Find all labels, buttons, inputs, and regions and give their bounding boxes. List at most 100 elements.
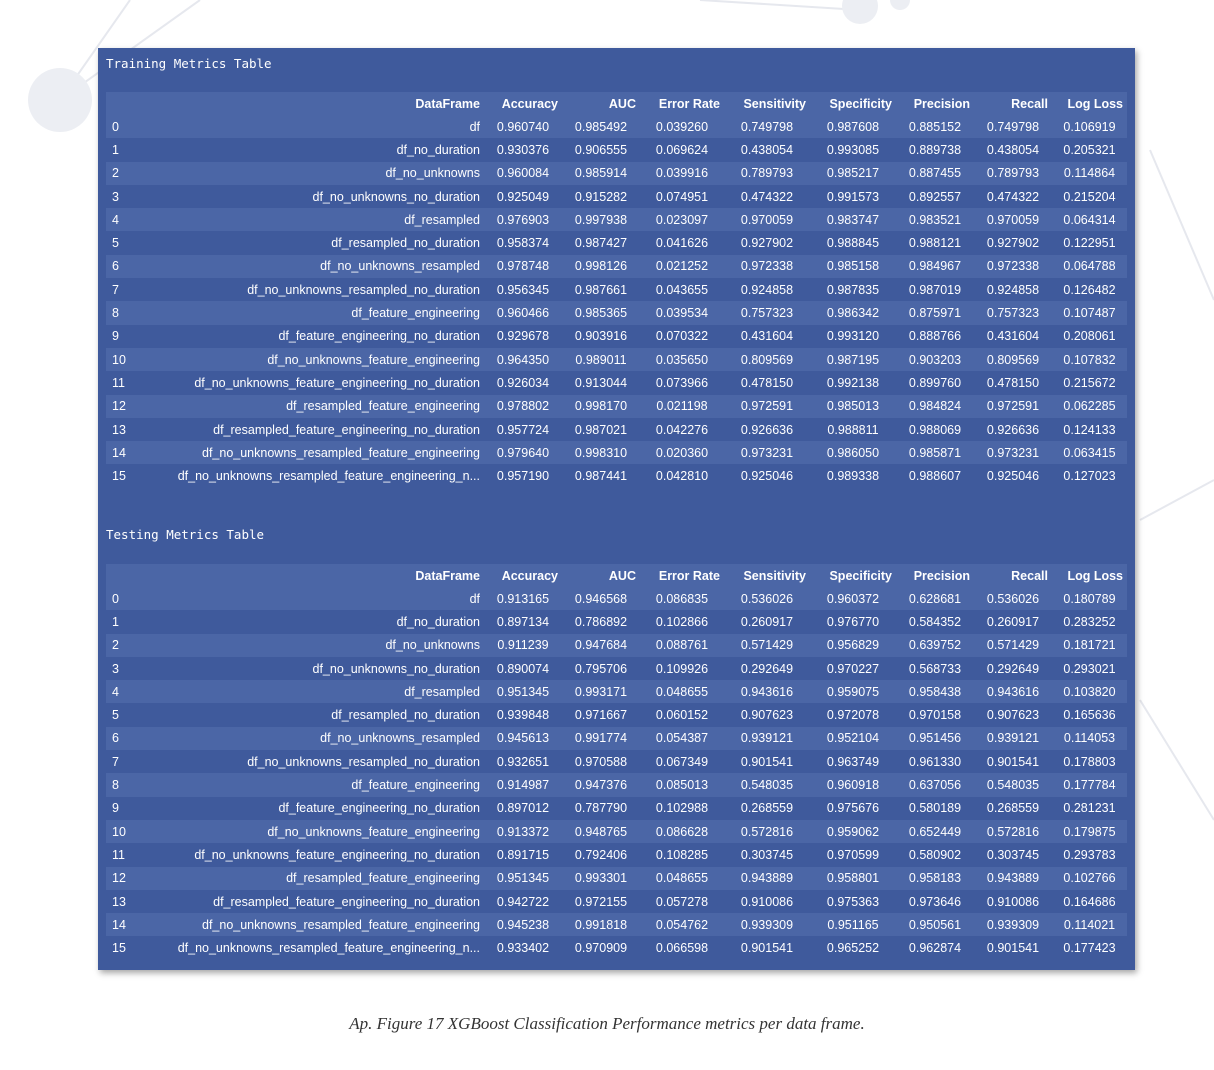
- metric-cell: 0.074951: [655, 189, 709, 204]
- metric-cell: 0.073966: [655, 375, 709, 390]
- metric-cell: 0.993120: [826, 329, 880, 344]
- table-row: 0 df 0.960740 0.985492 0.039260 0.749798 0.987…: [106, 115, 1127, 139]
- metric-cell: 0.070322: [655, 329, 709, 344]
- column-header: Recall: [1011, 96, 1048, 111]
- metric-cell: 0.960466: [496, 306, 550, 321]
- metric-cell: 0.943889: [740, 871, 794, 886]
- table-row: 15 df_no_unknowns_resampled_feature_engin…: [106, 464, 1127, 488]
- metric-cell: 0.987661: [574, 282, 628, 297]
- metric-cell: 0.972591: [740, 399, 794, 414]
- dataframe-name-cell: df_no_unknowns_resampled_no_duration: [247, 754, 480, 769]
- metric-cell: 0.786892: [574, 614, 628, 629]
- metric-cell: 0.960918: [826, 778, 880, 793]
- metric-cell: 0.891715: [496, 847, 550, 862]
- metric-cell: 0.041626: [655, 236, 709, 251]
- metric-cell: 0.958438: [908, 684, 962, 699]
- dataframe-name-cell: df_resampled: [404, 212, 480, 227]
- metric-cell: 0.215204: [1063, 189, 1116, 204]
- table-row: 2 df_no_unknowns 0.960084 0.985914 0.039916 0…: [106, 161, 1127, 185]
- table-row: 3 df_no_unknowns_no_duration 0.925049 0.915…: [106, 184, 1127, 209]
- metric-cell: 0.907623: [740, 708, 794, 723]
- metric-cell: 0.987608: [826, 119, 880, 134]
- metric-cell: 0.164686: [1063, 894, 1116, 909]
- metric-cell: 0.438054: [740, 142, 794, 157]
- metric-cell: 0.177423: [1063, 941, 1116, 956]
- metric-cell: 0.639752: [908, 638, 962, 653]
- metric-cell: 0.789793: [986, 166, 1040, 181]
- metric-cell: 0.888766: [908, 329, 962, 344]
- metric-cell: 0.474322: [986, 189, 1040, 204]
- metric-cell: 0.972338: [986, 259, 1040, 274]
- metric-cell: 0.993171: [574, 684, 628, 699]
- metric-cell: 0.925046: [740, 469, 794, 484]
- metric-cell: 0.998126: [574, 259, 628, 274]
- dataframe-name-cell: df_no_duration: [396, 614, 480, 629]
- dataframe-name-cell: df_no_unknowns_resampled_feature_enginee…: [202, 445, 480, 460]
- metric-cell: 0.039534: [655, 306, 709, 321]
- metric-cell: 0.987021: [574, 422, 628, 437]
- metric-cell: 0.205321: [1063, 142, 1116, 157]
- metric-cell: 0.039260: [655, 119, 709, 134]
- dataframe-name-cell: df_no_duration: [396, 142, 480, 157]
- metric-cell: 0.043655: [655, 282, 709, 297]
- row-index: 9: [112, 329, 119, 344]
- metric-cell: 0.985013: [826, 399, 880, 414]
- column-header: Log Loss: [1067, 96, 1123, 111]
- metric-cell: 0.952104: [826, 731, 880, 746]
- metric-cell: 0.970059: [986, 212, 1040, 227]
- metric-cell: 0.021252: [655, 259, 709, 274]
- training-table-title: Training Metrics Table: [106, 56, 272, 71]
- metric-cell: 0.960084: [496, 166, 550, 181]
- metric-cell: 0.035650: [655, 352, 709, 367]
- row-index: 2: [112, 166, 119, 181]
- metric-cell: 0.885152: [908, 119, 962, 134]
- metric-cell: 0.292649: [986, 661, 1040, 676]
- metric-cell: 0.945238: [496, 917, 550, 932]
- metric-cell: 0.064314: [1063, 212, 1116, 227]
- metric-cell: 0.114021: [1063, 917, 1116, 932]
- metric-cell: 0.431604: [986, 329, 1040, 344]
- column-header: Accuracy: [501, 96, 558, 111]
- column-header: AUC: [608, 96, 636, 111]
- metric-cell: 0.939309: [986, 917, 1040, 932]
- metric-cell: 0.809569: [986, 352, 1040, 367]
- metric-cell: 0.023097: [655, 212, 709, 227]
- row-index: 15: [112, 469, 126, 484]
- column-header: Error Rate: [658, 96, 720, 111]
- metric-cell: 0.069624: [655, 142, 709, 157]
- metric-cell: 0.749798: [986, 119, 1040, 134]
- metric-cell: 0.088761: [655, 638, 709, 653]
- metric-cell: 0.993301: [574, 871, 628, 886]
- metric-cell: 0.102766: [1063, 871, 1116, 886]
- table-row: 5 df_resampled_no_duration 0.939848 0.97166…: [106, 703, 1127, 727]
- metric-cell: 0.281231: [1063, 801, 1116, 816]
- dataframe-name-cell: df_no_unknowns_no_duration: [312, 661, 481, 676]
- dataframe-name-cell: df: [469, 591, 480, 606]
- metric-cell: 0.932651: [496, 754, 550, 769]
- metric-cell: 0.478150: [986, 375, 1040, 390]
- metric-cell: 0.943616: [740, 684, 794, 699]
- column-header: Recall: [1011, 568, 1048, 583]
- metric-cell: 0.901541: [740, 941, 794, 956]
- metric-cell: 0.957724: [496, 422, 550, 437]
- metric-cell: 0.970909: [574, 941, 628, 956]
- metric-cell: 0.179875: [1063, 824, 1116, 839]
- metric-cell: 0.292649: [740, 661, 794, 676]
- metric-cell: 0.942722: [496, 894, 550, 909]
- table-row: 13 df_resampled_feature_engineering_no_du…: [106, 417, 1127, 442]
- metric-cell: 0.580189: [908, 801, 962, 816]
- metric-cell: 0.260917: [986, 614, 1040, 629]
- metric-cell: 0.572816: [986, 824, 1040, 839]
- table-row: 12 df_resampled_feature_engineering 0.9513…: [106, 866, 1127, 890]
- metric-cell: 0.914987: [496, 778, 550, 793]
- column-header: Accuracy: [501, 568, 558, 583]
- metric-cell: 0.991774: [574, 731, 628, 746]
- metric-cell: 0.987835: [826, 282, 880, 297]
- metric-cell: 0.998170: [574, 399, 628, 414]
- table-row: 5 df_resampled_no_duration 0.958374 0.98742…: [106, 231, 1127, 255]
- table-row: 10 df_no_unknowns_feature_engineering 0.91…: [106, 819, 1127, 844]
- metric-cell: 0.926636: [740, 422, 794, 437]
- metric-cell: 0.973646: [908, 894, 962, 909]
- metric-cell: 0.124133: [1063, 422, 1116, 437]
- metric-cell: 0.178803: [1063, 754, 1116, 769]
